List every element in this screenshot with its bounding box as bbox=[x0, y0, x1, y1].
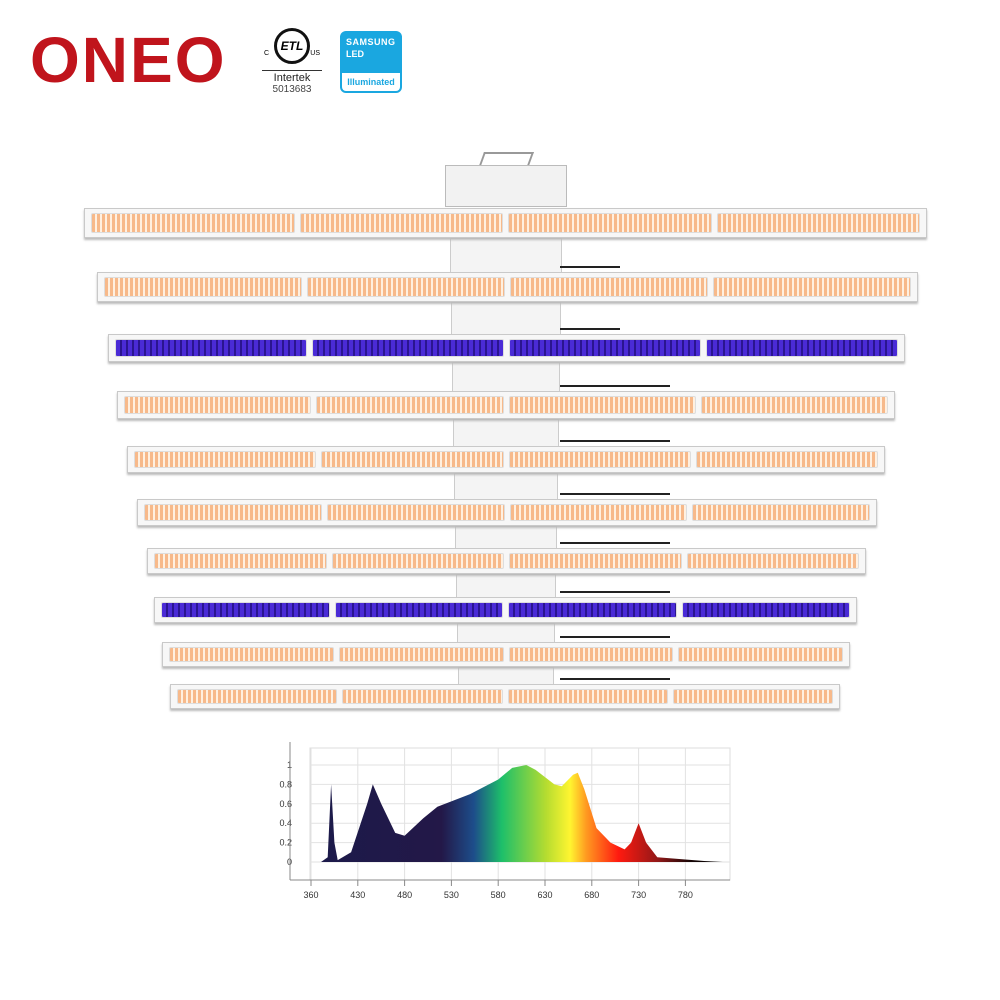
full-spectrum-led-panel bbox=[700, 396, 888, 414]
full-spectrum-led-panel bbox=[104, 277, 302, 297]
uv-led-panel bbox=[334, 602, 503, 618]
uv-led-panel bbox=[706, 339, 898, 357]
oneo-logo: ONEO bbox=[30, 24, 227, 96]
power-cable bbox=[560, 591, 670, 593]
y-tick-label: 0.6 bbox=[279, 799, 292, 809]
full-spectrum-led-panel bbox=[686, 553, 859, 569]
power-cable bbox=[560, 385, 670, 387]
full-spectrum-led-panel bbox=[321, 451, 504, 468]
full-spectrum-led-panel bbox=[338, 647, 504, 662]
power-cable bbox=[560, 493, 670, 495]
bar-bracket bbox=[455, 526, 557, 550]
light-bar bbox=[97, 272, 918, 302]
full-spectrum-led-panel bbox=[331, 553, 504, 569]
bar-bracket bbox=[451, 302, 561, 336]
led-text: LED bbox=[346, 49, 364, 59]
light-bar bbox=[170, 684, 840, 709]
y-tick-label: 0 bbox=[287, 857, 292, 867]
full-spectrum-led-panel bbox=[507, 689, 668, 704]
full-spectrum-led-panel bbox=[716, 213, 920, 233]
full-spectrum-led-panel bbox=[508, 451, 691, 468]
full-spectrum-led-panel bbox=[509, 553, 682, 569]
light-bar bbox=[84, 208, 927, 238]
power-cable bbox=[560, 636, 670, 638]
power-cable bbox=[560, 440, 670, 442]
spectrum-area bbox=[321, 765, 723, 862]
bar-bracket bbox=[456, 574, 556, 599]
x-tick-label: 430 bbox=[350, 890, 365, 900]
y-tick-label: 0.2 bbox=[279, 838, 292, 848]
y-tick-label: 0.8 bbox=[279, 779, 292, 789]
full-spectrum-led-panel bbox=[342, 689, 503, 704]
samsung-text: SAMSUNG bbox=[346, 37, 396, 47]
bar-bracket bbox=[452, 362, 560, 393]
x-tick-label: 730 bbox=[631, 890, 646, 900]
power-cable bbox=[560, 266, 620, 268]
light-bar bbox=[137, 499, 877, 526]
etl-company: Intertek bbox=[262, 70, 322, 84]
full-spectrum-led-panel bbox=[124, 396, 312, 414]
full-spectrum-led-panel bbox=[91, 213, 295, 233]
samsung-led-badge: SAMSUNG LED Illuminated bbox=[340, 31, 402, 93]
full-spectrum-led-panel bbox=[692, 504, 870, 521]
full-spectrum-led-panel bbox=[510, 277, 708, 297]
uv-led-panel bbox=[681, 602, 850, 618]
light-bar bbox=[154, 597, 857, 623]
full-spectrum-led-panel bbox=[169, 647, 334, 662]
light-bar bbox=[162, 642, 850, 667]
x-tick-label: 680 bbox=[584, 890, 599, 900]
uv-led-panel bbox=[508, 602, 677, 618]
x-tick-label: 480 bbox=[397, 890, 412, 900]
uv-led-panel bbox=[509, 339, 701, 357]
full-spectrum-led-panel bbox=[307, 277, 505, 297]
power-cable bbox=[560, 328, 620, 330]
light-bar bbox=[147, 548, 866, 574]
etl-c: C bbox=[264, 50, 270, 57]
etl-seal: ETL bbox=[274, 28, 310, 64]
full-spectrum-led-panel bbox=[316, 396, 504, 414]
full-spectrum-led-panel bbox=[713, 277, 911, 297]
etl-certification-mark: ETL C US Intertek 5013683 bbox=[262, 28, 322, 95]
x-tick-label: 530 bbox=[444, 890, 459, 900]
full-spectrum-led-panel bbox=[144, 504, 322, 521]
full-spectrum-led-panel bbox=[326, 504, 505, 521]
spectrum-chart: 360 430 480 530 580 630 680 730 780 0 0.2 0.4 0.6 0.8… bbox=[279, 742, 731, 900]
full-spectrum-led-panel bbox=[672, 689, 833, 704]
bar-bracket bbox=[450, 238, 562, 274]
full-spectrum-led-panel bbox=[508, 396, 696, 414]
bar-bracket bbox=[457, 623, 555, 644]
full-spectrum-led-panel bbox=[299, 213, 503, 233]
bar-bracket bbox=[453, 419, 559, 448]
full-spectrum-led-panel bbox=[134, 451, 317, 468]
driver-box bbox=[445, 165, 567, 207]
etl-number: 5013683 bbox=[272, 84, 312, 95]
bar-bracket bbox=[454, 473, 558, 501]
full-spectrum-led-panel bbox=[508, 647, 674, 662]
x-tick-label: 780 bbox=[678, 890, 693, 900]
full-spectrum-led-panel bbox=[695, 451, 878, 468]
x-tick-label: 580 bbox=[491, 890, 506, 900]
uv-led-panel bbox=[312, 339, 504, 357]
x-tick-label: 630 bbox=[537, 890, 552, 900]
uv-led-panel bbox=[161, 602, 330, 618]
light-bar bbox=[117, 391, 895, 419]
power-cable bbox=[560, 542, 670, 544]
full-spectrum-led-panel bbox=[509, 504, 688, 521]
uv-led-panel bbox=[115, 339, 307, 357]
full-spectrum-led-panel bbox=[154, 553, 327, 569]
illuminated-text: Illuminated bbox=[342, 73, 400, 91]
power-cable bbox=[560, 678, 670, 680]
y-tick-label: 1 bbox=[287, 760, 292, 770]
x-tick-label: 360 bbox=[303, 890, 318, 900]
etl-us: US bbox=[310, 50, 320, 57]
full-spectrum-led-panel bbox=[678, 647, 843, 662]
light-bar bbox=[108, 334, 905, 362]
full-spectrum-led-panel bbox=[177, 689, 338, 704]
light-bar bbox=[127, 446, 885, 473]
full-spectrum-led-panel bbox=[508, 213, 712, 233]
y-tick-label: 0.4 bbox=[279, 818, 292, 828]
